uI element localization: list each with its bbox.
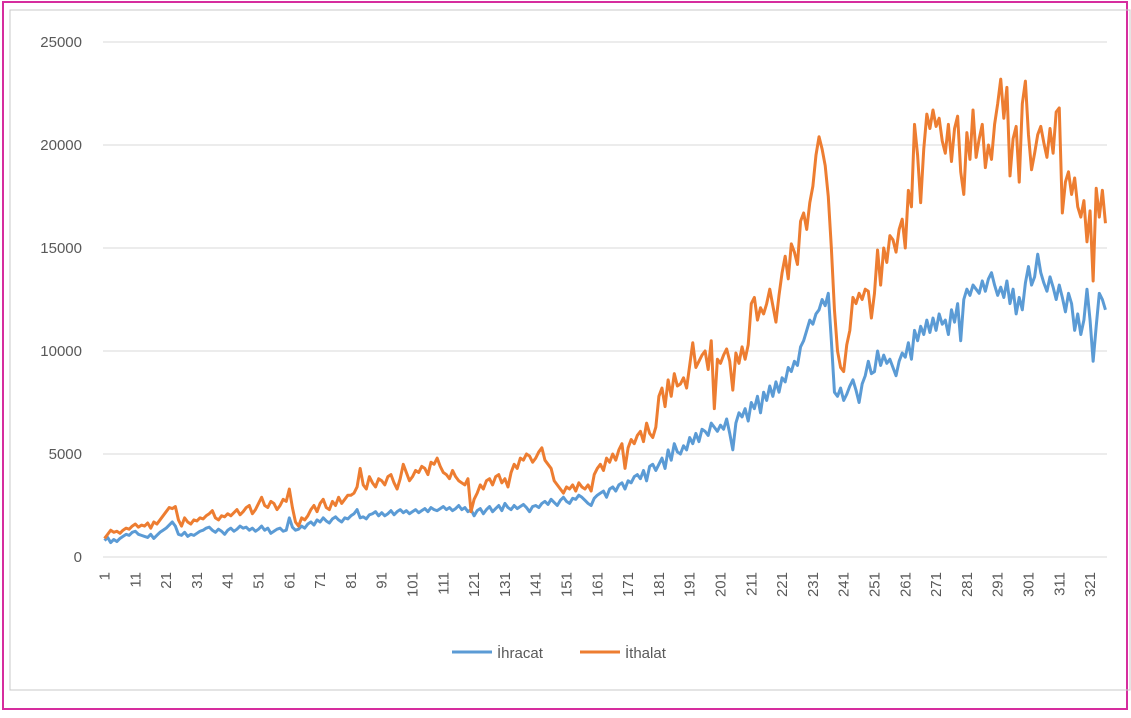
x-tick-label: 61 bbox=[281, 572, 298, 589]
x-tick-label: 21 bbox=[158, 572, 175, 589]
x-tick-label: 311 bbox=[1051, 572, 1068, 596]
legend-label: İthalat bbox=[625, 644, 667, 662]
x-tick-label: 261 bbox=[897, 572, 914, 597]
y-tick-label: 20000 bbox=[40, 137, 82, 154]
x-tick-label: 41 bbox=[220, 572, 237, 589]
x-tick-label: 101 bbox=[405, 572, 422, 597]
x-tick-label: 321 bbox=[1082, 572, 1099, 597]
y-tick-label: 10000 bbox=[40, 343, 82, 360]
x-tick-label: 191 bbox=[682, 572, 699, 597]
y-tick-label: 25000 bbox=[40, 34, 82, 51]
x-tick-label: 31 bbox=[189, 572, 206, 589]
x-tick-label: 241 bbox=[836, 572, 853, 597]
x-tick-label: 211 bbox=[743, 572, 760, 596]
x-tick-label: 291 bbox=[990, 572, 1007, 597]
chart-area bbox=[9, 9, 1131, 691]
y-tick-label: 15000 bbox=[40, 240, 82, 257]
x-tick-label: 251 bbox=[866, 572, 883, 597]
legend-label: İhracat bbox=[497, 644, 544, 662]
x-tick-label: 91 bbox=[374, 572, 391, 589]
x-tick-label: 11 bbox=[127, 572, 144, 588]
x-tick-label: 151 bbox=[559, 572, 576, 597]
x-tick-label: 221 bbox=[774, 572, 791, 597]
x-tick-label: 201 bbox=[712, 572, 729, 597]
x-tick-label: 71 bbox=[312, 572, 329, 589]
x-tick-label: 141 bbox=[528, 572, 545, 597]
y-tick-label: 5000 bbox=[49, 446, 82, 463]
x-tick-label: 1 bbox=[97, 572, 114, 580]
x-tick-label: 271 bbox=[928, 572, 945, 597]
x-tick-label: 51 bbox=[251, 572, 268, 589]
x-tick-label: 301 bbox=[1020, 572, 1037, 597]
y-tick-label: 0 bbox=[74, 549, 82, 566]
x-tick-label: 231 bbox=[805, 572, 822, 597]
x-tick-label: 131 bbox=[497, 572, 514, 597]
x-tick-label: 81 bbox=[343, 572, 360, 589]
x-tick-label: 181 bbox=[651, 572, 668, 597]
line-series bbox=[103, 77, 1107, 540]
x-tick-label: 161 bbox=[589, 572, 606, 597]
x-tick-label: 111 bbox=[435, 572, 452, 595]
x-tick-label: 281 bbox=[959, 572, 976, 597]
line-series bbox=[103, 252, 1107, 545]
x-tick-label: 121 bbox=[466, 572, 483, 597]
x-tick-label: 171 bbox=[620, 572, 637, 597]
